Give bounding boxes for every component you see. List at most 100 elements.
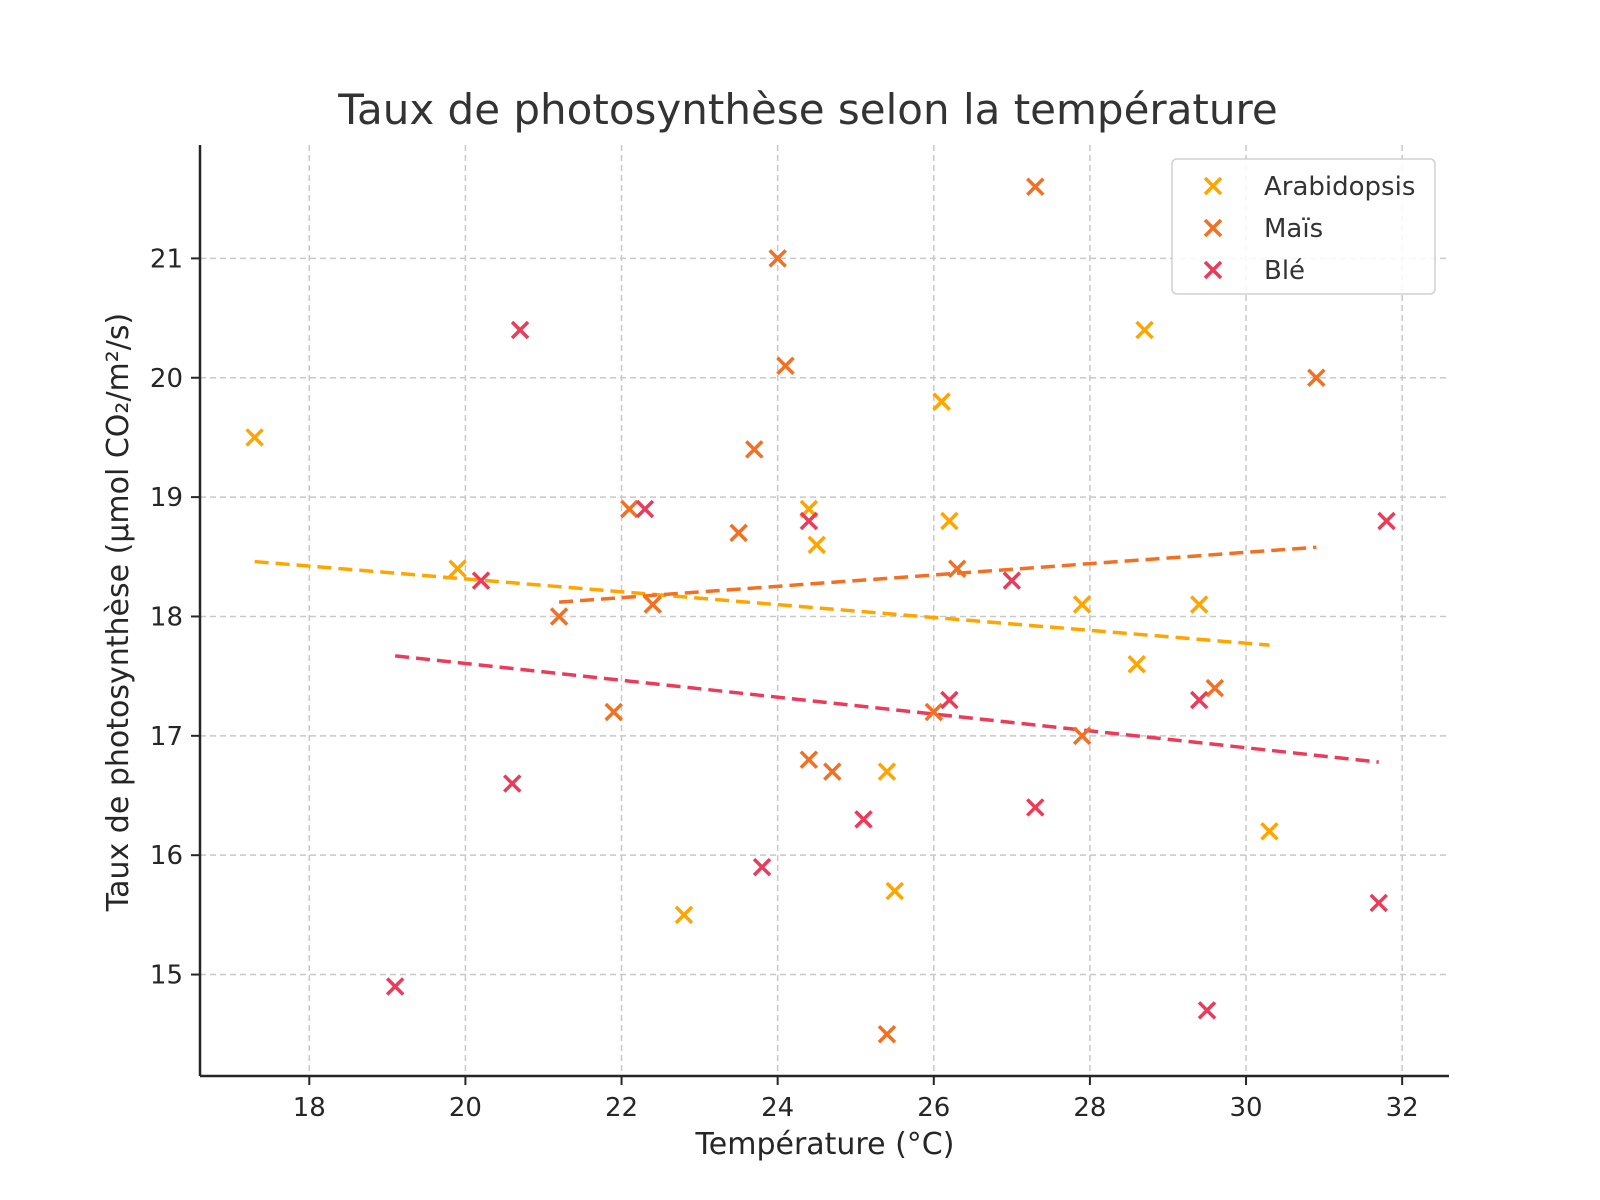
- y-tick-label: 18: [150, 602, 183, 632]
- point-stroke: [1205, 678, 1225, 698]
- y-tick-label: 17: [150, 722, 183, 752]
- point-ble: [940, 690, 959, 710]
- point-stroke: [1189, 595, 1209, 614]
- legend-label-mais: Maïs: [1264, 214, 1323, 244]
- point-stroke: [1369, 893, 1388, 913]
- point-stroke: [729, 523, 748, 543]
- point-ble: [503, 774, 522, 793]
- x-tick-label: 30: [1229, 1093, 1262, 1123]
- point-arabidopsis: [885, 881, 904, 901]
- point-mais: [1026, 177, 1045, 197]
- y-axis-label: Taux de photosynthèse (µmol CO₂/m²/s): [101, 313, 136, 913]
- point-stroke: [854, 810, 873, 829]
- point-stroke: [877, 1024, 897, 1044]
- legend: Arabidopsis Maïs Blé: [1171, 158, 1436, 295]
- point-mais: [799, 750, 819, 769]
- point-mais: [947, 559, 967, 578]
- point-mais: [620, 499, 639, 519]
- legend-box: [1171, 158, 1436, 295]
- point-stroke: [620, 499, 639, 519]
- point-mais: [823, 762, 842, 781]
- legend-marker-stroke: [1203, 218, 1223, 238]
- legend-marker-stroke: [1203, 176, 1223, 196]
- point-mais: [768, 249, 787, 268]
- point-ble: [1369, 893, 1388, 913]
- point-mais: [549, 607, 569, 626]
- point-arabidopsis: [940, 511, 959, 531]
- x-tick-label: 26: [917, 1093, 950, 1123]
- point-ble: [1189, 690, 1209, 710]
- point-ble: [1377, 511, 1396, 531]
- point-arabidopsis: [1127, 654, 1146, 674]
- y-tick-label: 15: [150, 961, 183, 991]
- x-tick-label: 32: [1386, 1093, 1419, 1123]
- point-stroke: [947, 559, 967, 578]
- point-stroke: [674, 905, 694, 925]
- point-ble: [635, 499, 655, 519]
- point-stroke: [1072, 595, 1092, 614]
- trend-line-mais: [558, 545, 1317, 604]
- point-mais: [776, 356, 795, 376]
- point-arabidopsis: [1072, 595, 1092, 614]
- point-stroke: [940, 511, 959, 531]
- point-stroke: [471, 571, 491, 590]
- x-tick-label: 18: [293, 1093, 326, 1123]
- point-stroke: [877, 762, 897, 781]
- x-ticks: 18 20 22 24 26 28 30 32: [293, 1076, 1419, 1123]
- point-stroke: [799, 750, 819, 769]
- y-tick-label: 19: [150, 483, 183, 513]
- point-stroke: [807, 535, 826, 555]
- point-stroke: [1072, 726, 1092, 746]
- legend-marker-arabidopsis: [1203, 176, 1223, 196]
- point-stroke: [745, 440, 764, 459]
- point-stroke: [549, 607, 569, 626]
- point-ble: [471, 571, 491, 590]
- trend-line-arabidopsis: [254, 559, 1270, 647]
- point-ble: [510, 320, 530, 340]
- point-stroke: [1377, 511, 1396, 531]
- point-stroke: [1002, 571, 1022, 590]
- point-stroke: [1307, 368, 1326, 387]
- point-arabidopsis: [245, 428, 264, 447]
- point-stroke: [1260, 822, 1279, 841]
- point-stroke: [768, 249, 787, 268]
- y-tick-label: 20: [150, 364, 183, 394]
- point-arabidopsis: [1260, 822, 1279, 841]
- point-stroke: [1127, 654, 1146, 674]
- point-ble: [799, 511, 819, 531]
- point-stroke: [448, 559, 467, 578]
- point-arabidopsis: [674, 905, 694, 925]
- point-stroke: [635, 499, 655, 519]
- point-stroke: [1197, 1001, 1217, 1020]
- point-arabidopsis: [807, 535, 826, 555]
- point-stroke: [385, 977, 405, 996]
- point-mais: [1205, 678, 1225, 698]
- point-stroke: [510, 320, 530, 340]
- point-stroke: [245, 428, 264, 447]
- point-arabidopsis: [448, 559, 467, 578]
- point-stroke: [1026, 798, 1045, 817]
- trend-line-ble: [394, 654, 1379, 764]
- y-tick-label: 16: [150, 841, 183, 871]
- y-ticks: 15 16 17 18 19 20 21: [150, 244, 200, 991]
- x-tick-label: 20: [449, 1093, 482, 1123]
- legend-label-ble: Blé: [1264, 256, 1305, 286]
- point-mais: [877, 1024, 897, 1044]
- point-stroke: [885, 881, 904, 901]
- point-stroke: [924, 702, 944, 722]
- legend-marker-stroke: [1203, 260, 1223, 280]
- point-stroke: [799, 511, 819, 531]
- point-ble: [385, 977, 405, 996]
- data-points: [245, 177, 1396, 1044]
- point-stroke: [643, 595, 662, 614]
- point-stroke: [940, 690, 959, 710]
- point-ble: [1026, 798, 1045, 817]
- point-stroke: [823, 762, 842, 781]
- point-stroke: [1026, 177, 1045, 197]
- point-stroke: [932, 392, 951, 411]
- legend-label-arabidopsis: Arabidopsis: [1264, 172, 1415, 202]
- point-mais: [1307, 368, 1326, 387]
- x-tick-label: 24: [761, 1093, 794, 1123]
